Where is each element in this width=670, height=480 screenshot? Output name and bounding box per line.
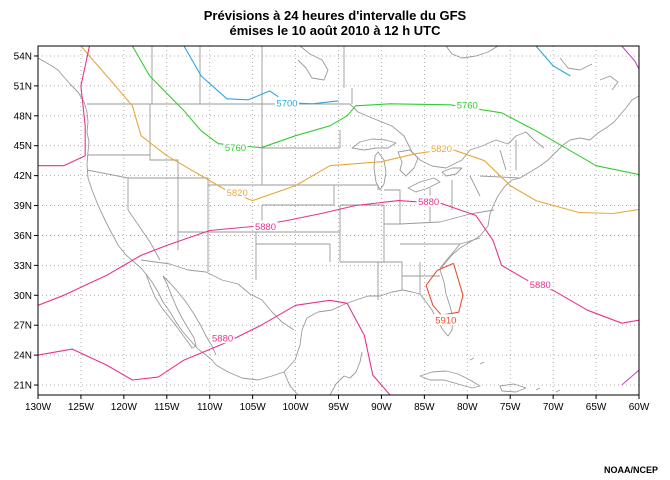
x-tick-label: 115W <box>154 402 180 413</box>
contour-5760-label-bg <box>455 98 480 110</box>
contour-5880-label: 5880 <box>418 197 439 208</box>
contour-5880-label-bg <box>253 220 278 232</box>
contour-5880-label-bg <box>210 332 235 344</box>
y-tick-label: 27N <box>14 321 32 332</box>
lake-erie <box>407 177 441 193</box>
contour-5880-label: 5880 <box>255 222 276 233</box>
y-tick-label: 36N <box>14 231 32 242</box>
contour-5760-label-bg <box>223 141 248 153</box>
x-tick-label: 80W <box>457 402 478 413</box>
us-state-borders <box>86 104 521 300</box>
y-tick-label: 24N <box>14 351 32 362</box>
x-tick-label: 75W <box>500 402 521 413</box>
y-tick-label: 54N <box>14 51 32 62</box>
contour-5760-label: 5760 <box>225 143 246 154</box>
contour-5760-label: 5760 <box>457 100 478 111</box>
contour-5910-label-bg <box>433 314 458 326</box>
contour-5880-line <box>38 299 391 395</box>
contour-5760-line <box>131 46 639 176</box>
contour-5880-label: 5880 <box>212 334 233 345</box>
x-tick-label: 70W <box>543 402 564 413</box>
west-coastline <box>38 57 217 366</box>
x-tick-label: 110W <box>197 402 223 413</box>
y-tick-label: 42N <box>14 171 32 182</box>
x-tick-label: 85W <box>414 402 435 413</box>
x-tick-label: 90W <box>371 402 392 413</box>
y-tick-label: 39N <box>14 201 32 212</box>
credit-label: NOAA/NCEP <box>603 465 658 475</box>
contour-5880-label: 5880 <box>530 280 551 291</box>
x-tick-label: 120W <box>111 402 138 413</box>
x-tick-label: 105W <box>240 402 267 413</box>
contour-5820-label: 5820 <box>431 144 452 155</box>
x-tick-label: 60W <box>629 402 650 413</box>
us-mexico-border <box>140 259 295 331</box>
contour-5820-label-bg <box>225 186 250 198</box>
contour-labels: 5700 5760 5760 5820 5820 5880 5880 5880 5880 5910 <box>210 96 553 345</box>
height-contours <box>38 46 639 395</box>
contour-5820-label: 5820 <box>227 188 248 199</box>
y-tick-label: 45N <box>14 141 32 152</box>
contour-5700-line <box>535 46 571 77</box>
x-tick-label: 125W <box>68 402 95 413</box>
contour-unlabelled-line <box>621 369 639 386</box>
gulf-of-california-shore <box>162 275 217 356</box>
hispaniola-outline <box>499 383 527 393</box>
y-tick-label: 51N <box>14 81 32 92</box>
lake-ontario <box>441 167 463 177</box>
map-axes: 130W 125W 120W 115W 110W 105W 100W 95W 90W 85W 80W… <box>14 51 650 413</box>
gulf-coast <box>215 289 421 381</box>
northern-islands <box>445 46 619 91</box>
us-canada-border <box>87 103 545 169</box>
yucatan-coast <box>283 351 363 395</box>
hudson-bay-fragment <box>297 46 329 81</box>
contour-5910-line <box>425 262 464 316</box>
lake-superior <box>351 138 397 151</box>
lake-michigan <box>373 151 387 191</box>
contour-5910-label: 5910 <box>435 316 456 327</box>
map-title-line-1: Prévisions à 24 heures d'intervalle du G… <box>203 8 467 23</box>
cuba-outline <box>419 370 481 389</box>
x-tick-label: 130W <box>25 402 52 413</box>
contour-unlabelled-line <box>621 46 639 70</box>
atlantic-coast <box>439 95 639 271</box>
y-tick-label: 33N <box>14 261 32 272</box>
y-tick-label: 21N <box>14 381 32 392</box>
contour-5880-label-bg <box>416 195 441 207</box>
x-tick-label: 65W <box>586 402 607 413</box>
baja-peninsula <box>145 273 197 349</box>
contour-5700-label: 5700 <box>276 98 297 109</box>
geography <box>38 46 639 395</box>
map-title-line-2: émises le 10 août 2010 à 12 h UTC <box>229 23 441 38</box>
florida-coast <box>419 269 454 337</box>
contour-5820-label-bg <box>429 142 454 154</box>
contour-5820-line <box>80 46 639 215</box>
x-tick-label: 100W <box>283 402 310 413</box>
y-tick-label: 48N <box>14 111 32 122</box>
y-tick-label: 30N <box>14 291 32 302</box>
contour-5880-label-bg <box>528 278 553 290</box>
x-tick-label: 95W <box>328 402 349 413</box>
caribbean-islands <box>469 357 561 393</box>
contour-5700-line <box>183 46 339 105</box>
contour-5880-line <box>38 46 91 167</box>
contour-5700-label-bg <box>274 96 299 108</box>
